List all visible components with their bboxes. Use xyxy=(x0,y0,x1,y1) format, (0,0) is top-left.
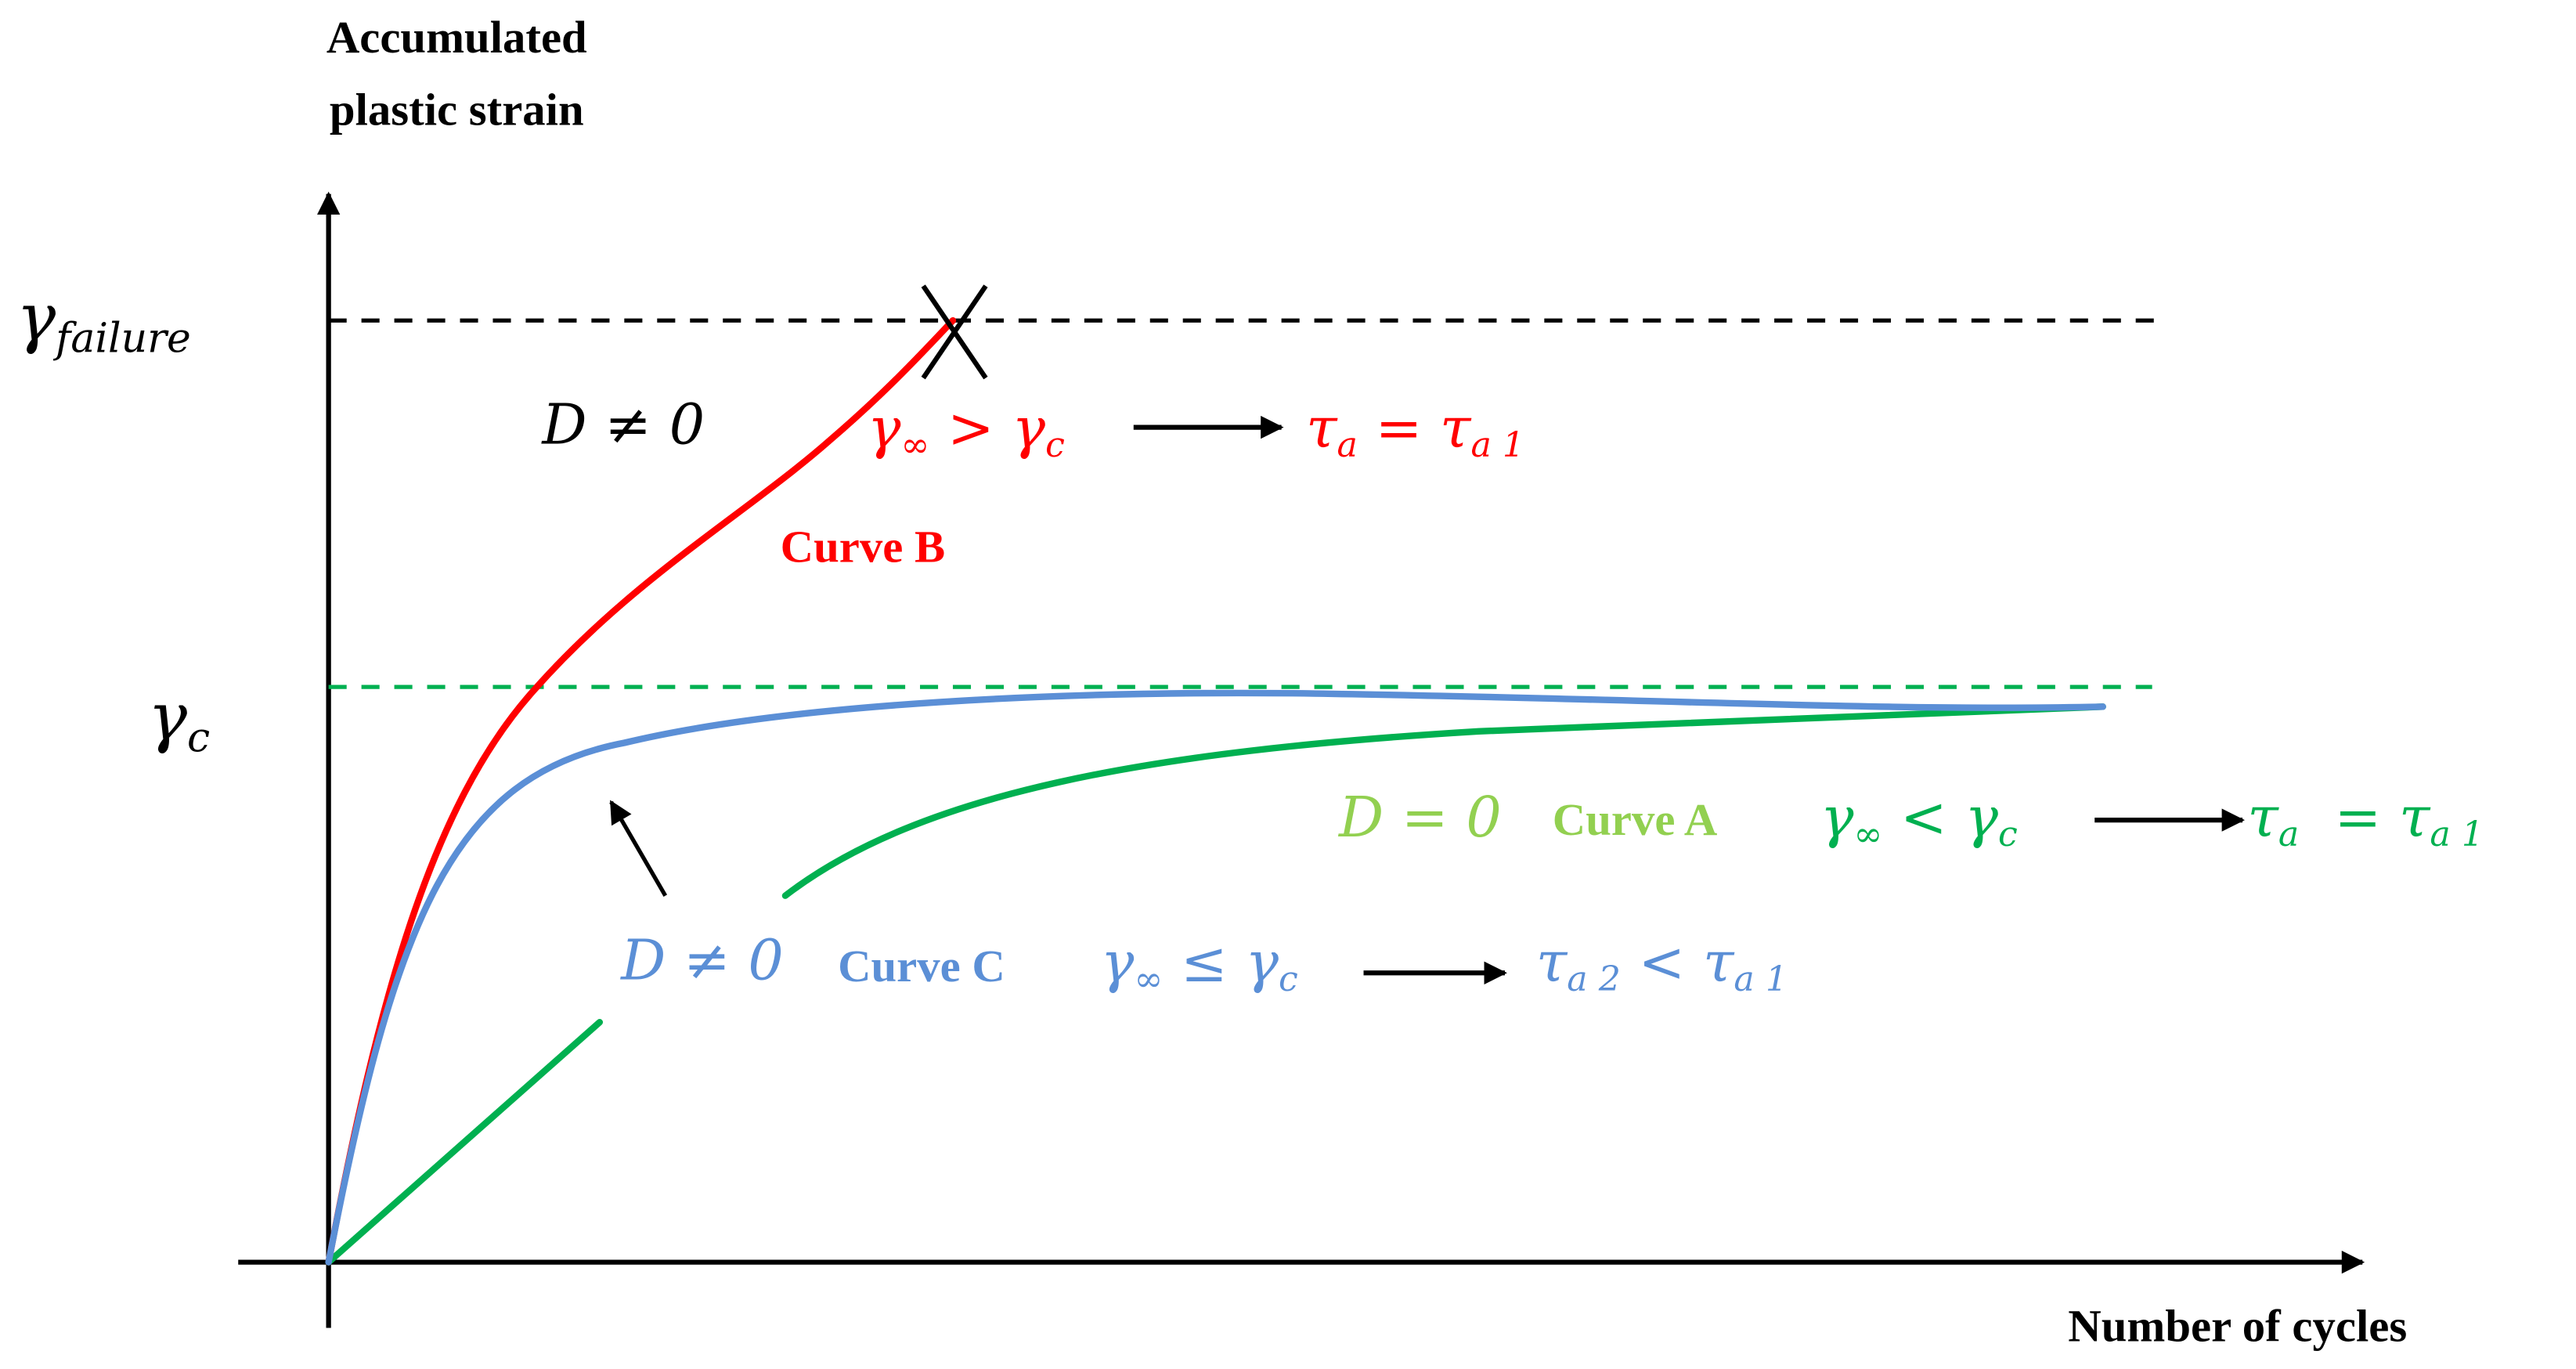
subscript: a 1 xyxy=(2430,815,2484,854)
symbol: = τ xyxy=(1358,396,1472,461)
subscript: c xyxy=(1279,959,1298,999)
subscript: a xyxy=(2278,815,2299,854)
subscript: ∞ xyxy=(1134,959,1163,999)
result-label: τa = τa 1 xyxy=(1306,396,1524,465)
pointer-arrow xyxy=(609,800,668,897)
condition-label: γ∞ ≤ γc xyxy=(1101,930,1298,999)
y-axis-label: plastic strain xyxy=(330,84,584,135)
symbol: γ xyxy=(148,678,188,755)
symbol: γ xyxy=(868,396,901,461)
failure-cross xyxy=(921,284,988,380)
symbol: > γ xyxy=(929,396,1045,461)
curve-name: Curve C xyxy=(838,941,1005,992)
subscript: a xyxy=(1337,425,1358,465)
curve xyxy=(325,689,2106,1266)
condition-label: γ∞ < γc xyxy=(1820,785,2018,854)
damage-label: D ≠ 0 xyxy=(619,928,784,993)
result-label: τa 2 < τa 1 xyxy=(1536,930,1788,999)
symbol: < γ xyxy=(1882,785,1998,850)
condition-label: γ∞ > γc xyxy=(868,396,1065,465)
subscript: ∞ xyxy=(1853,815,1882,854)
subscript: c xyxy=(1045,425,1065,465)
damage-label: D ≠ 0 xyxy=(540,392,705,457)
symbol: ≤ γ xyxy=(1163,930,1279,995)
subscript: c xyxy=(1998,815,2018,854)
symbol: τ xyxy=(1306,396,1338,461)
symbol: τ xyxy=(2247,785,2279,850)
subscript: failure xyxy=(52,315,191,362)
curve xyxy=(325,316,957,1266)
subscript: a 2 xyxy=(1567,959,1621,999)
symbol: γ xyxy=(1101,930,1135,995)
curve-name: Curve A xyxy=(1553,794,1718,845)
gamma-failure-label: γfailure xyxy=(16,279,191,362)
symbol: γ xyxy=(1820,785,1854,850)
x-axis-label: Number of cycles xyxy=(2068,1300,2407,1351)
symbol: = τ xyxy=(2299,785,2431,850)
symbol: τ xyxy=(1536,930,1568,995)
y-axis-label: Accumulated xyxy=(327,12,587,63)
subscript: ∞ xyxy=(900,425,929,465)
symbol: γ xyxy=(16,279,56,356)
subscript: a 1 xyxy=(1734,959,1788,999)
subscript: c xyxy=(187,714,210,761)
subscript: a 1 xyxy=(1470,425,1524,465)
curve xyxy=(325,703,2106,1266)
result-label: τa = τa 1 xyxy=(2247,785,2484,854)
damage-label: D = 0 xyxy=(1337,785,1502,850)
symbol: < τ xyxy=(1621,930,1735,995)
gamma-c-label: γc xyxy=(148,678,210,761)
curve-name: Curve B xyxy=(781,522,946,573)
